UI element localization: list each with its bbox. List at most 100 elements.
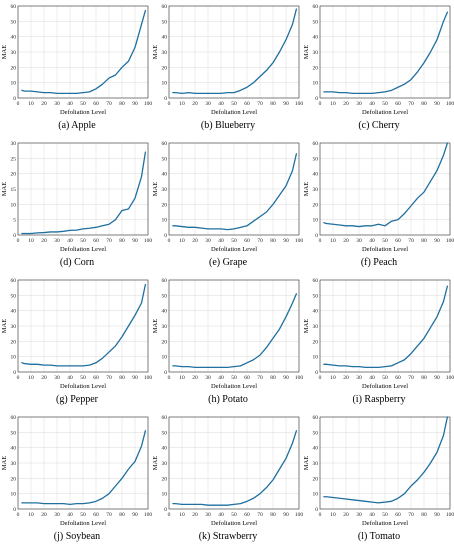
- y-tick-label: 10: [162, 492, 168, 498]
- x-tick-label: 60: [93, 101, 99, 107]
- line-chart: 0 10 20 30 40 50 60 70 80 90 100 0 10 20 30 40 50 60 Defol…: [152, 4, 303, 116]
- y-axis-label: MAE: [303, 319, 310, 333]
- x-tick-label: 80: [119, 512, 125, 518]
- x-tick-label: 60: [244, 375, 250, 381]
- y-tick-label: 60: [313, 278, 319, 284]
- x-tick-label: 60: [93, 238, 99, 244]
- x-tick-label: 30: [356, 375, 362, 381]
- x-tick-label: 30: [356, 512, 362, 518]
- y-tick-label: 40: [162, 446, 168, 452]
- y-tick-label: 50: [11, 293, 17, 299]
- plot-frame: [17, 279, 149, 373]
- y-tick-label: 10: [313, 218, 319, 224]
- x-tick-label: 40: [218, 512, 224, 518]
- y-tick-label: 50: [313, 156, 319, 162]
- y-tick-label: 60: [313, 415, 319, 421]
- x-tick-label: 80: [119, 101, 125, 107]
- y-tick-label: 30: [313, 324, 319, 330]
- y-tick-label: 60: [11, 278, 17, 284]
- x-tick-label: 10: [28, 101, 34, 107]
- x-tick-label: 20: [41, 512, 47, 518]
- x-tick-label: 30: [54, 101, 60, 107]
- y-tick-label: 10: [313, 81, 319, 87]
- x-tick-label: 0: [168, 375, 171, 381]
- x-tick-label: 70: [257, 238, 263, 244]
- chart-caption: (g) Pepper: [56, 394, 98, 405]
- x-tick-label: 70: [408, 512, 414, 518]
- line-chart: 0 10 20 30 40 50 60 70 80 90 100 0 10 20 30 40 50 60 Defol…: [303, 415, 454, 527]
- y-tick-label: 60: [162, 141, 168, 147]
- x-tick-label: 50: [231, 375, 237, 381]
- series-line: [172, 153, 298, 231]
- x-tick-label: 100: [144, 375, 153, 381]
- x-tick-label: 90: [434, 101, 440, 107]
- x-tick-label: 100: [446, 512, 454, 518]
- chart-panel: 0 10 20 30 40 50 60 70 80 90 100 0 10 20 30 40 50 60 Defol…: [303, 413, 454, 549]
- x-axis-label: Defoliation Level: [60, 383, 106, 390]
- x-tick-label: 30: [205, 375, 211, 381]
- chart-panel: 0 10 20 30 40 50 60 70 80 90 100 0 5 10 15 20 25 30 Defoli…: [1, 139, 153, 275]
- x-tick-label: 90: [132, 512, 138, 518]
- x-tick-label: 10: [28, 375, 34, 381]
- x-tick-label: 0: [168, 512, 171, 518]
- x-tick-label: 0: [319, 238, 322, 244]
- x-tick-label: 70: [106, 375, 112, 381]
- plot-frame: [17, 416, 149, 510]
- y-tick-label: 20: [162, 339, 168, 345]
- x-tick-label: 40: [218, 375, 224, 381]
- chart-panel: 0 10 20 30 40 50 60 70 80 90 100 0 10 20 30 40 50 60 Defol…: [152, 2, 303, 138]
- line-chart: 0 10 20 30 40 50 60 70 80 90 100051015202530Defoli…: [1, 141, 153, 253]
- x-tick-label: 20: [192, 238, 198, 244]
- x-tick-label: 20: [192, 512, 198, 518]
- y-tick-label: 15: [11, 187, 17, 193]
- line-chart: 0 10 20 30 40 50 60 70 80 90 100 0 10 20 30 40 50 60 Defol…: [1, 278, 153, 390]
- y-tick-label: 0: [164, 507, 167, 513]
- y-tick-label: 50: [162, 430, 168, 436]
- chart-caption: (c) Cherry: [358, 120, 400, 131]
- x-tick-label: 100: [295, 238, 304, 244]
- y-tick-label: 30: [313, 461, 319, 467]
- chart-caption: (e) Grape: [208, 257, 248, 268]
- chart-panel: 0 10 20 30 40 50 60 70 80 90 100 0 10 20 30 40 50 60 Defol…: [152, 276, 303, 412]
- x-tick-label: 100: [144, 101, 153, 107]
- x-axis-label: Defoliation Level: [60, 109, 106, 116]
- x-tick-label: 80: [421, 101, 427, 107]
- plot-frame: [168, 142, 300, 236]
- y-axis-label: MAE: [152, 45, 159, 59]
- x-tick-label: 10: [179, 101, 185, 107]
- x-axis-label: Defoliation Level: [211, 246, 257, 253]
- x-tick-label: 0: [168, 101, 171, 107]
- y-axis-label: MAE: [303, 182, 310, 196]
- x-tick-label: 80: [119, 375, 125, 381]
- x-tick-label: 0: [17, 101, 20, 107]
- x-tick-label: 40: [67, 375, 73, 381]
- series-line: [172, 293, 298, 369]
- x-tick-label: 40: [67, 512, 73, 518]
- y-tick-label: 0: [315, 507, 318, 513]
- x-tick-label: 40: [369, 375, 375, 381]
- y-tick-label: 50: [11, 430, 17, 436]
- plot-frame: [319, 279, 451, 373]
- chart-caption: (d) Corn: [59, 257, 95, 268]
- x-tick-label: 90: [132, 101, 138, 107]
- chart-panel: 0 10 20 30 40 50 60 70 80 90 100 0 10 20 30 40 50 60 Defol…: [152, 413, 303, 549]
- x-axis-label: Defoliation Level: [362, 109, 408, 116]
- x-tick-label: 90: [283, 512, 289, 518]
- chart-caption: (i) Raspberry: [352, 394, 406, 405]
- x-tick-label: 10: [179, 238, 185, 244]
- x-tick-label: 100: [144, 238, 153, 244]
- y-tick-label: 0: [164, 96, 167, 102]
- y-tick-label: 40: [162, 172, 168, 178]
- y-tick-label: 60: [11, 4, 17, 10]
- x-tick-label: 70: [257, 375, 263, 381]
- x-tick-label: 80: [270, 101, 276, 107]
- chart-caption: (f) Peach: [360, 257, 398, 268]
- x-tick-label: 30: [205, 238, 211, 244]
- x-tick-label: 60: [244, 101, 250, 107]
- y-axis-label: MAE: [303, 45, 310, 59]
- x-tick-label: 50: [80, 512, 86, 518]
- x-tick-label: 20: [343, 238, 349, 244]
- chart-panel: 0 10 20 30 40 50 60 70 80 90 100 0 10 20 30 40 50 60 Defol…: [1, 2, 153, 138]
- y-tick-label: 50: [11, 19, 17, 25]
- y-tick-label: 40: [11, 446, 17, 452]
